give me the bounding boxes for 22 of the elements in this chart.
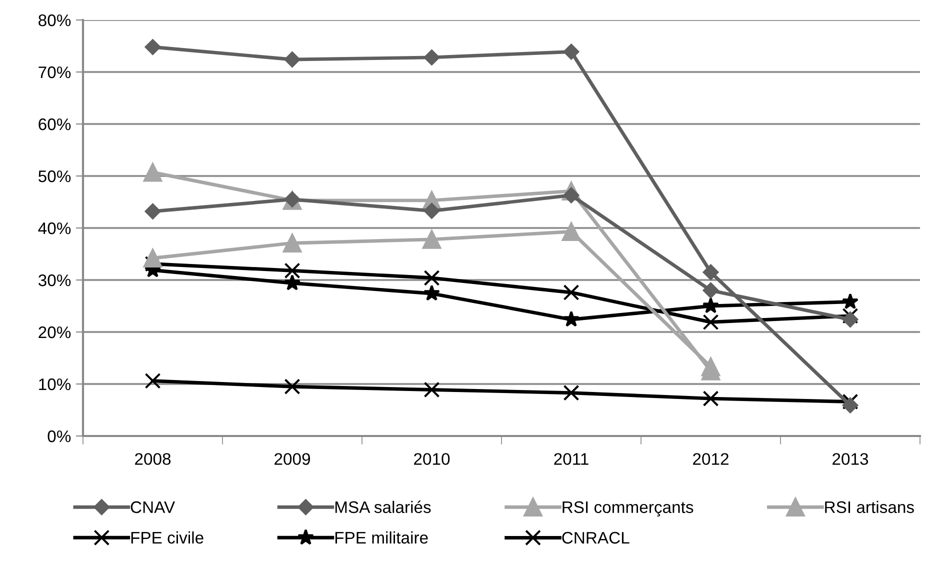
y-tick-label: 70%	[38, 66, 71, 78]
y-tick-label: 50%	[38, 170, 71, 182]
x-tick-label: 2012	[693, 453, 728, 465]
x-tick-label: 2010	[414, 453, 450, 465]
y-tick-label: 80%	[38, 14, 71, 26]
legend-label: CNAV	[130, 501, 176, 514]
y-tick-label: 40%	[38, 222, 71, 234]
y-tick-label: 30%	[38, 274, 71, 286]
legend-label: RSI commerçants	[562, 501, 694, 516]
legend-label: CNRACL	[562, 532, 630, 544]
y-tick-label: 0%	[48, 430, 71, 442]
x-tick-label: 2008	[135, 453, 171, 465]
y-tick-label: 20%	[38, 326, 71, 338]
y-tick-label: 60%	[38, 118, 71, 130]
x-tick-label: 2009	[274, 453, 310, 465]
y-tick-label: 10%	[39, 378, 71, 390]
x-tick-label: 2013	[832, 453, 868, 465]
legend-label: FPE civile	[131, 531, 204, 544]
x-tick-label: 2011	[554, 453, 588, 465]
legend-label: FPE militaire	[335, 531, 428, 544]
legend-label: MSA salariés	[335, 500, 431, 514]
legend-label: RSI artisans	[825, 500, 914, 514]
